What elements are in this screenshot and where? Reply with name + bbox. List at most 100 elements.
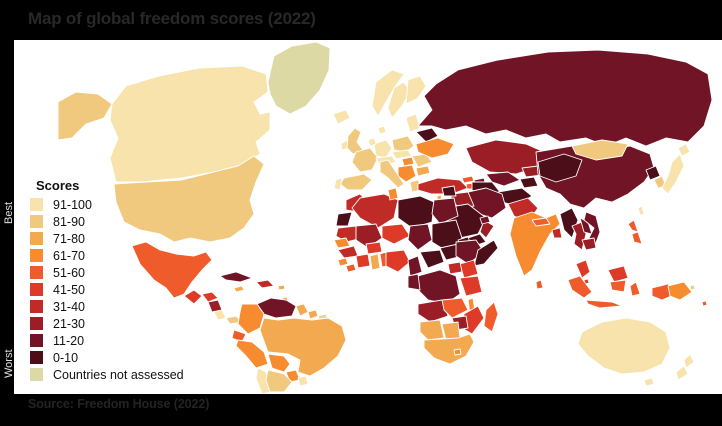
source-caption: Source: Freedom House (2022): [28, 397, 210, 411]
region-senegal: [333, 237, 351, 249]
world-choropleth-map: [57, 41, 713, 394]
region-cambodia: [581, 237, 597, 251]
region-usa: [113, 155, 265, 243]
legend-bucket-row: 91-100: [30, 196, 184, 213]
legend-bucket-label: 0-10: [53, 350, 79, 365]
region-japan: [661, 153, 685, 195]
legend-best-label: Best: [3, 201, 15, 224]
region-hispaniola: [255, 279, 275, 289]
region-russia: [417, 49, 713, 147]
region-mexico: [131, 241, 213, 299]
legend-swatch: [30, 300, 43, 313]
legend-title: Scores: [36, 178, 80, 193]
legend-swatch: [30, 351, 43, 364]
region-hokkaido: [677, 143, 691, 157]
legend-bucket-label: Countries not assessed: [53, 367, 184, 382]
region-java: [585, 299, 623, 309]
region-romania: [411, 153, 433, 168]
region-borneo-malaysia: [607, 265, 629, 283]
region-burkina-faso: [365, 241, 383, 255]
region-france: [351, 147, 379, 173]
legend-swatch: [30, 334, 43, 347]
region-borneo-indonesia: [609, 279, 627, 293]
legend-swatch: [30, 317, 43, 330]
region-australia: [577, 317, 671, 375]
legend-swatch: [30, 283, 43, 296]
region-italy: [379, 159, 405, 189]
region-ghana: [369, 253, 381, 271]
region-sri-lanka: [535, 279, 544, 290]
region-angola: [417, 299, 449, 323]
region-taiwan: [637, 205, 645, 216]
region-lesotho: [453, 348, 462, 356]
region-portugal: [333, 177, 343, 191]
legend-swatch: [30, 232, 43, 245]
region-philippines: [627, 219, 639, 233]
region-tanzania: [459, 275, 483, 297]
legend-worst-label: Worst: [3, 349, 15, 378]
legend-swatch: [30, 368, 43, 381]
legend-bucket-row: 41-50: [30, 281, 184, 298]
legend-bucket-label: 11-20: [53, 333, 85, 348]
region-costa-rica: [213, 309, 227, 321]
region-guyana: [295, 303, 309, 317]
legend-bucket-label: 71-80: [53, 231, 85, 246]
legend-buckets: 91-100 81-90 71-80 61-70 51-60 41-50 31-40 21-3…: [30, 196, 184, 383]
region-argentina: [265, 369, 293, 393]
legend-bucket-label: 21-30: [53, 316, 85, 331]
region-syria: [441, 185, 457, 197]
region-guatemala: [183, 289, 203, 305]
map-legend: Scores 91-100 81-90 71-80 61-70 51-60 41-50 31…: [30, 178, 184, 383]
region-botswana: [441, 321, 461, 341]
region-zambia: [441, 297, 469, 319]
region-spain: [339, 173, 373, 191]
region-egypt: [431, 197, 459, 225]
region-india: [509, 211, 561, 277]
legend-swatch: [30, 249, 43, 262]
region-norway: [371, 69, 405, 117]
region-bolivia: [267, 353, 291, 373]
region-mauritania: [335, 225, 363, 243]
legend-swatch: [30, 266, 43, 279]
region-iceland: [332, 109, 351, 125]
region-papua-new-guinea: [667, 281, 693, 301]
region-algeria: [351, 193, 399, 229]
region-liberia: [345, 263, 357, 273]
region-new-zealand-north: [683, 353, 695, 369]
region-colombia: [237, 303, 265, 335]
legend-bucket-row: 31-40: [30, 298, 184, 315]
legend-bucket-row: 51-60: [30, 264, 184, 281]
region-north-korea: [645, 165, 661, 181]
region-caribbean: [277, 284, 286, 291]
region-cameroon: [407, 255, 423, 277]
region-pacific-island: [689, 284, 696, 291]
region-sulawesi: [629, 281, 641, 297]
legend-bucket-label: 41-50: [53, 282, 85, 297]
region-denmark: [377, 125, 387, 135]
region-poland: [391, 135, 415, 153]
region-libya: [397, 195, 435, 229]
region-tunisia: [387, 187, 399, 201]
region-alaska: [57, 91, 113, 141]
figure-title: Map of global freedom scores (2022): [28, 9, 316, 28]
region-chile: [255, 367, 271, 394]
region-mongolia: [571, 139, 629, 161]
region-jamaica: [233, 285, 245, 293]
region-cuba: [219, 271, 253, 283]
region-uk: [346, 127, 364, 155]
region-canada: [109, 65, 271, 183]
region-tasmania: [643, 377, 655, 387]
region-philippines-south: [631, 231, 643, 245]
region-uruguay: [297, 375, 309, 387]
region-finland: [405, 75, 427, 105]
legend-swatch: [30, 215, 43, 228]
legend-bucket-row: 11-20: [30, 332, 184, 349]
legend-bucket-label: 91-100: [53, 197, 92, 212]
region-tajikistan: [519, 176, 539, 189]
legend-bucket-row: 61-70: [30, 247, 184, 264]
region-peru: [235, 339, 269, 369]
legend-bucket-label: 51-60: [53, 265, 85, 280]
legend-bucket-row: Countries not assessed: [30, 366, 184, 383]
region-benelux: [367, 137, 377, 147]
